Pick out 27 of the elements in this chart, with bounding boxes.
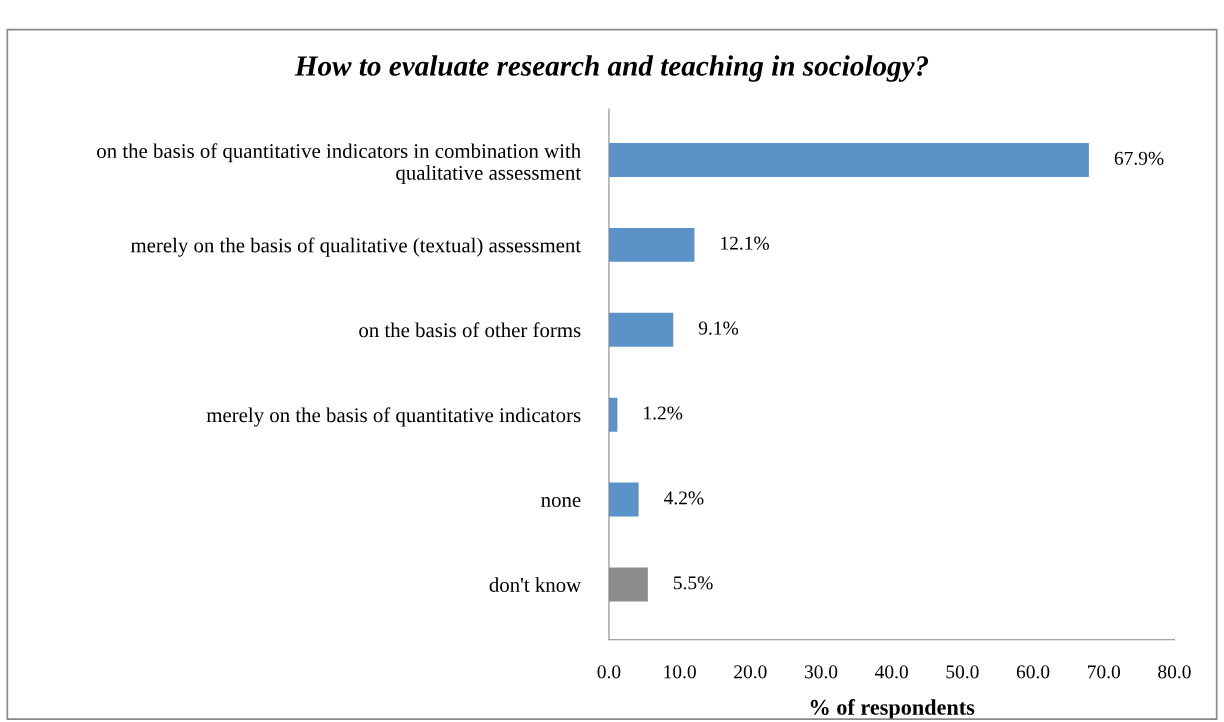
x-tick-label: 20.0 <box>734 665 767 679</box>
bar <box>608 142 1089 177</box>
x-tick-label: 0.0 <box>597 665 621 679</box>
y-tick-label: on the basis of other forms <box>359 322 581 338</box>
x-tick-label: 50.0 <box>946 665 979 679</box>
data-label: 12.1% <box>721 236 770 250</box>
x-tick-label: 10.0 <box>664 665 696 679</box>
y-tick-label: none <box>541 497 581 508</box>
y-tick-label: on the basis of quantitative indicators in combination with qualitative assessment <box>97 143 582 185</box>
y-tick-label: merely on the basis of quantitative indicators <box>206 407 581 427</box>
x-tick-label: 60.0 <box>1016 665 1050 679</box>
x-tick-label: 40.0 <box>875 665 908 679</box>
x-tick-label: 30.0 <box>804 665 838 679</box>
x-axis-title: % of respondents <box>810 698 975 720</box>
y-tick-label: don't know <box>489 577 582 592</box>
x-tick-label: 80.0 <box>1158 665 1191 679</box>
data-label: 1.2% <box>644 406 683 420</box>
bar <box>608 227 695 262</box>
chart-title: How to evaluate research and teaching in sociology? <box>294 55 929 82</box>
data-label: 67.9% <box>1114 151 1164 165</box>
bar <box>608 482 639 517</box>
x-tick-label: 70.0 <box>1088 665 1121 679</box>
data-label: 9.1% <box>698 321 739 335</box>
bar <box>608 312 674 347</box>
data-label: 5.5% <box>673 576 713 590</box>
y-tick-label: merely on the basis of qualitative (textual) assessment <box>130 237 582 257</box>
data-label: 4.2% <box>664 491 704 505</box>
